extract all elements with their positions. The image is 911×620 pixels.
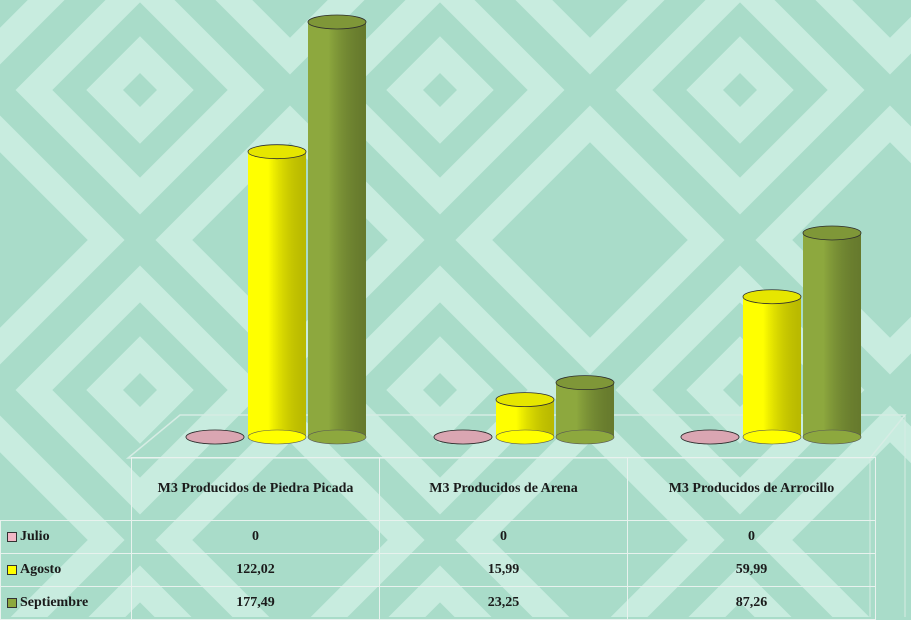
page: M3 Producidos de Piedra PicadaM3 Produci… — [0, 0, 911, 617]
bar-top — [681, 430, 739, 444]
column-header: M3 Producidos de Arrocillo — [628, 458, 876, 521]
bar-group — [496, 393, 554, 444]
value-cell: 0 — [628, 521, 876, 554]
value-cell: 177,49 — [132, 587, 380, 620]
value-cell: 0 — [380, 521, 628, 554]
bar-top — [248, 145, 306, 159]
bar-body — [803, 233, 861, 437]
bar-group — [186, 430, 244, 444]
legend-entry: Septiembre — [1, 587, 132, 620]
bar-body — [308, 22, 366, 437]
bar-top — [496, 393, 554, 407]
bar-top — [434, 430, 492, 444]
bar-group — [248, 145, 306, 444]
bar-group — [434, 430, 492, 444]
bar-top — [556, 376, 614, 390]
bar-group — [681, 430, 739, 444]
bar-top — [186, 430, 244, 444]
bar-body — [248, 152, 306, 437]
legend-entry: Julio — [1, 521, 132, 554]
legend-entry: Agosto — [1, 554, 132, 587]
bar-top — [308, 15, 366, 29]
column-header: M3 Producidos de Piedra Picada — [132, 458, 380, 521]
value-cell: 23,25 — [380, 587, 628, 620]
legend-label: Agosto — [20, 562, 61, 577]
legend-swatch — [7, 532, 17, 542]
bar-top — [743, 290, 801, 304]
value-cell: 59,99 — [628, 554, 876, 587]
legend-label: Julio — [20, 529, 50, 544]
bar-top — [803, 226, 861, 240]
bar-group — [803, 226, 861, 444]
corner — [1, 458, 132, 521]
value-cell: 15,99 — [380, 554, 628, 587]
value-cell: 87,26 — [628, 587, 876, 620]
legend-swatch — [7, 598, 17, 608]
bar-body — [556, 383, 614, 437]
bar-group — [308, 15, 366, 444]
bar-group — [743, 290, 801, 444]
bar-body — [743, 297, 801, 437]
bar-group — [556, 376, 614, 444]
legend-swatch — [7, 565, 17, 575]
value-cell: 122,02 — [132, 554, 380, 587]
column-header: M3 Producidos de Arena — [380, 458, 628, 521]
value-cell: 0 — [132, 521, 380, 554]
legend-label: Septiembre — [20, 595, 88, 610]
